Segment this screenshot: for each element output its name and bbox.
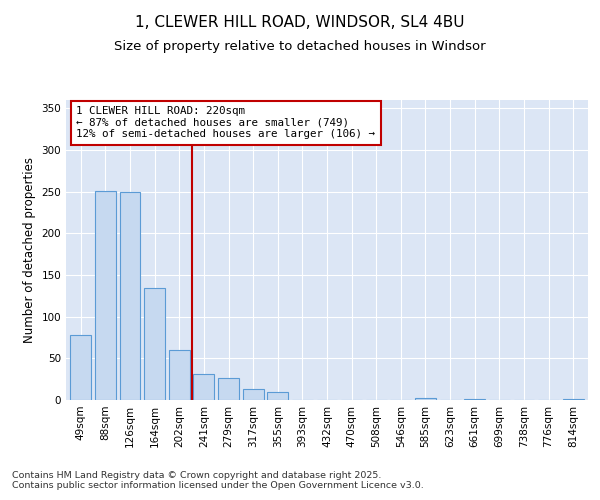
Bar — [119, 192, 140, 400]
Bar — [169, 350, 190, 400]
Bar — [70, 335, 91, 400]
Text: Size of property relative to detached houses in Windsor: Size of property relative to detached ho… — [114, 40, 486, 53]
Bar — [267, 392, 288, 400]
Text: 1, CLEWER HILL ROAD, WINDSOR, SL4 4BU: 1, CLEWER HILL ROAD, WINDSOR, SL4 4BU — [135, 15, 465, 30]
Bar — [415, 398, 436, 400]
Text: 1 CLEWER HILL ROAD: 220sqm
← 87% of detached houses are smaller (749)
12% of sem: 1 CLEWER HILL ROAD: 220sqm ← 87% of deta… — [76, 106, 376, 139]
Bar — [218, 378, 239, 400]
Bar — [464, 399, 485, 400]
Y-axis label: Number of detached properties: Number of detached properties — [23, 157, 36, 343]
Bar — [95, 191, 116, 400]
Bar — [144, 288, 165, 400]
Bar — [242, 389, 263, 400]
Bar — [563, 399, 584, 400]
Text: Contains HM Land Registry data © Crown copyright and database right 2025.
Contai: Contains HM Land Registry data © Crown c… — [12, 470, 424, 490]
Bar — [193, 374, 214, 400]
